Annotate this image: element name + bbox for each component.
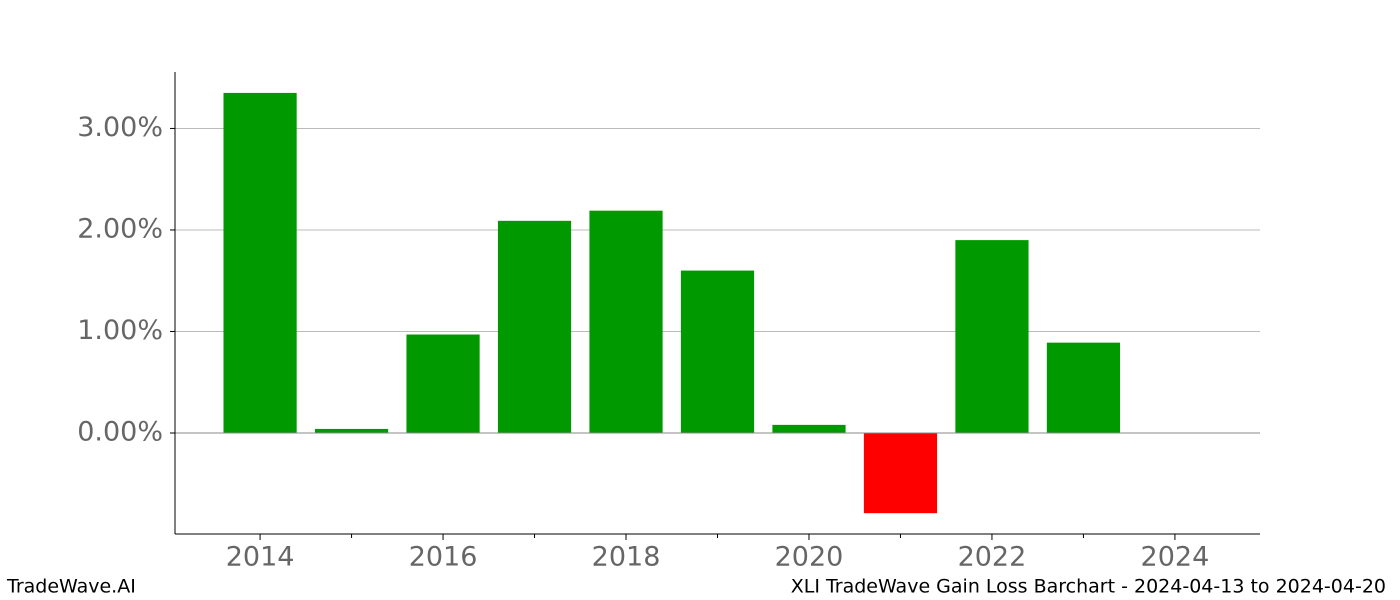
bar [955,240,1029,433]
bar [589,210,663,433]
x-tick-label: 2024 [1141,542,1210,573]
bar [1046,342,1121,433]
x-tick-label: 2020 [775,542,844,573]
bar [406,334,480,433]
bar [314,428,389,433]
footer-left: TradeWave.AI [6,576,136,598]
x-tick-label: 2022 [958,542,1027,573]
y-tick-label: 2.00% [77,213,163,244]
bar [772,424,846,433]
bar [863,432,938,514]
y-tick-label: 1.00% [77,315,163,346]
bar [497,220,572,433]
bar [223,92,297,433]
x-tick-label: 2016 [409,542,478,573]
bar [680,270,755,433]
y-tick-label: 0.00% [77,416,163,447]
footer-right: XLI TradeWave Gain Loss Barchart - 2024-… [791,576,1386,598]
y-tick-label: 3.00% [77,112,163,143]
x-tick-label: 2018 [592,542,661,573]
x-tick-label: 2014 [226,542,295,573]
